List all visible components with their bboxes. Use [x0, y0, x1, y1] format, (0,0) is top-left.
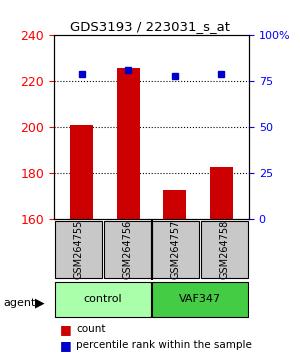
FancyBboxPatch shape: [55, 221, 102, 279]
Bar: [70, 125, 94, 219]
Text: VAF347: VAF347: [179, 294, 221, 304]
Bar: [117, 68, 140, 219]
Text: agent: agent: [3, 298, 35, 308]
FancyBboxPatch shape: [152, 221, 199, 279]
Bar: [163, 189, 186, 219]
Text: ■: ■: [60, 323, 72, 336]
Text: ■: ■: [60, 339, 72, 352]
Text: GSM264756: GSM264756: [122, 220, 132, 279]
FancyBboxPatch shape: [201, 221, 248, 279]
Text: control: control: [83, 294, 122, 304]
Text: percentile rank within the sample: percentile rank within the sample: [76, 340, 252, 350]
Text: GDS3193 / 223031_s_at: GDS3193 / 223031_s_at: [70, 20, 230, 33]
Text: count: count: [76, 324, 106, 334]
FancyBboxPatch shape: [55, 282, 151, 316]
FancyBboxPatch shape: [152, 282, 248, 316]
Text: ▶: ▶: [34, 296, 44, 309]
Text: GSM264755: GSM264755: [74, 220, 83, 279]
Text: GSM264757: GSM264757: [171, 220, 181, 279]
Bar: [209, 166, 233, 219]
FancyBboxPatch shape: [104, 221, 151, 279]
Text: GSM264758: GSM264758: [220, 220, 230, 279]
